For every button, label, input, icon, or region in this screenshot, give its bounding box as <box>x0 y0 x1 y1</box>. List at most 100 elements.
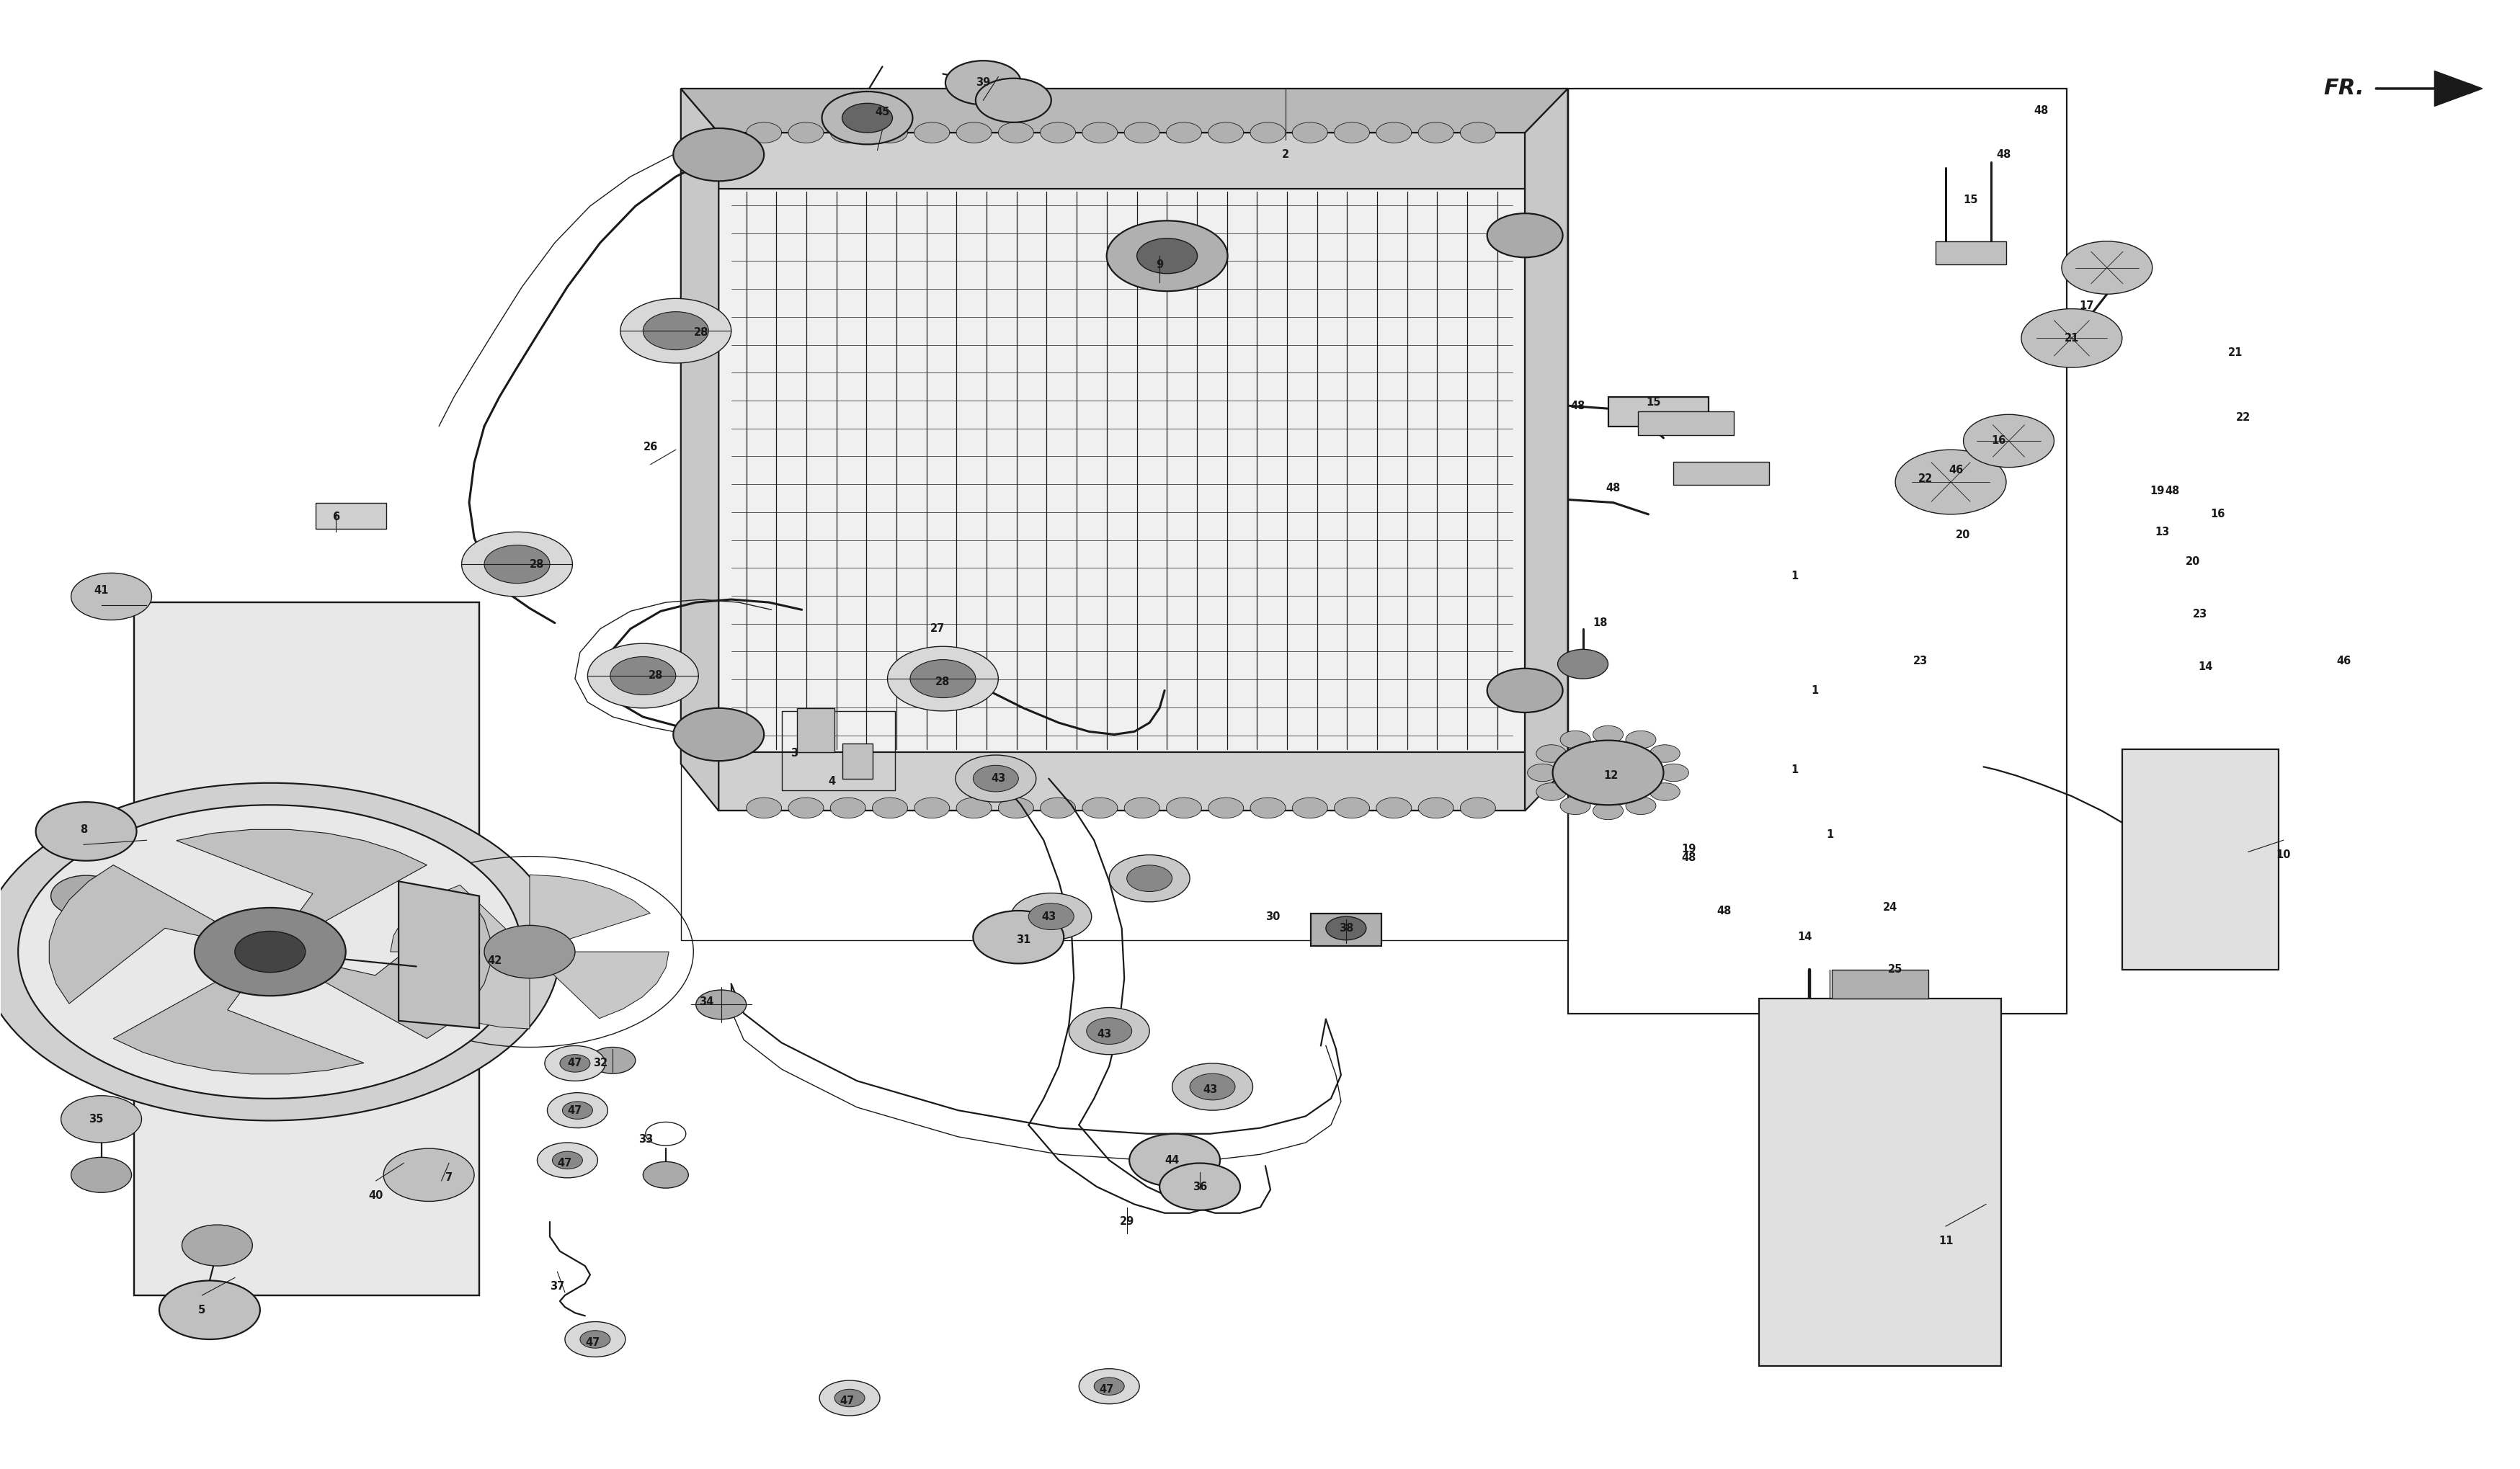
Text: 43: 43 <box>1202 1084 1217 1096</box>
Circle shape <box>1333 798 1368 818</box>
Circle shape <box>915 798 950 818</box>
Circle shape <box>915 122 950 142</box>
Circle shape <box>1207 122 1242 142</box>
Text: 39: 39 <box>975 78 990 88</box>
Text: 40: 40 <box>368 1190 383 1200</box>
Text: 16: 16 <box>2210 508 2225 520</box>
Circle shape <box>484 545 549 583</box>
Text: 3: 3 <box>791 748 799 759</box>
Text: 8: 8 <box>81 824 88 836</box>
Text: 43: 43 <box>1041 911 1056 923</box>
Polygon shape <box>398 881 479 1028</box>
Circle shape <box>1487 668 1562 712</box>
Circle shape <box>1625 796 1656 814</box>
Text: 46: 46 <box>1948 464 1963 476</box>
Text: 1: 1 <box>1789 764 1797 776</box>
Circle shape <box>1326 917 1366 940</box>
Bar <box>315 502 386 529</box>
Polygon shape <box>718 132 1525 188</box>
Polygon shape <box>176 830 426 952</box>
Text: 33: 33 <box>638 1134 653 1144</box>
Circle shape <box>1293 798 1328 818</box>
Circle shape <box>552 1152 582 1169</box>
Circle shape <box>383 1149 474 1202</box>
Circle shape <box>1167 798 1202 818</box>
Circle shape <box>1081 122 1116 142</box>
Text: 17: 17 <box>2079 301 2094 311</box>
Circle shape <box>834 1390 864 1407</box>
Circle shape <box>1459 798 1494 818</box>
Circle shape <box>620 298 731 363</box>
Circle shape <box>1124 122 1159 142</box>
Polygon shape <box>270 900 491 1039</box>
Text: 14: 14 <box>1797 931 1812 943</box>
Polygon shape <box>718 132 1525 811</box>
Text: 14: 14 <box>2197 661 2213 673</box>
Circle shape <box>537 1143 597 1178</box>
Text: 5: 5 <box>199 1304 207 1315</box>
Circle shape <box>2021 308 2122 367</box>
Circle shape <box>1172 1064 1252 1111</box>
Text: 7: 7 <box>446 1172 454 1183</box>
Text: 11: 11 <box>1938 1235 1953 1246</box>
Circle shape <box>2061 241 2152 294</box>
Text: 42: 42 <box>486 955 501 967</box>
Circle shape <box>580 1331 610 1349</box>
Polygon shape <box>134 602 479 1296</box>
Polygon shape <box>680 88 1567 132</box>
Text: 48: 48 <box>1996 150 2011 160</box>
Circle shape <box>564 1322 625 1357</box>
Circle shape <box>822 91 912 144</box>
Circle shape <box>789 122 824 142</box>
Text: 19: 19 <box>2150 485 2165 497</box>
Circle shape <box>955 122 990 142</box>
Circle shape <box>673 128 764 181</box>
Bar <box>842 743 872 779</box>
Circle shape <box>1129 1134 1220 1187</box>
Circle shape <box>1079 1369 1139 1404</box>
Circle shape <box>945 60 1021 104</box>
Text: 6: 6 <box>333 511 340 523</box>
Text: 47: 47 <box>1099 1384 1114 1394</box>
Circle shape <box>975 78 1051 122</box>
Circle shape <box>1535 745 1565 762</box>
Circle shape <box>1648 783 1678 801</box>
Text: 4: 4 <box>829 776 837 787</box>
Polygon shape <box>113 952 363 1074</box>
Circle shape <box>1419 798 1454 818</box>
Circle shape <box>559 1055 590 1072</box>
Bar <box>796 708 834 752</box>
Text: 23: 23 <box>2192 608 2208 620</box>
Circle shape <box>643 1162 688 1188</box>
Text: FR.: FR. <box>2323 78 2364 98</box>
Text: 28: 28 <box>935 676 950 687</box>
Circle shape <box>1527 764 1557 782</box>
Circle shape <box>547 1093 607 1128</box>
Circle shape <box>1137 238 1197 273</box>
Circle shape <box>1333 122 1368 142</box>
Circle shape <box>829 798 864 818</box>
Bar <box>1638 411 1734 435</box>
Text: 10: 10 <box>2276 849 2291 861</box>
Text: 20: 20 <box>1956 529 1971 541</box>
Circle shape <box>1124 798 1159 818</box>
Text: 15: 15 <box>1963 195 1978 206</box>
Polygon shape <box>529 952 668 1018</box>
Text: 38: 38 <box>1338 923 1353 934</box>
Bar <box>1935 241 2006 264</box>
Text: 47: 47 <box>585 1337 600 1347</box>
Text: 32: 32 <box>592 1058 607 1069</box>
Circle shape <box>461 532 572 596</box>
Circle shape <box>0 783 559 1121</box>
Circle shape <box>18 805 522 1099</box>
Polygon shape <box>680 88 718 811</box>
Text: 23: 23 <box>1913 655 1928 667</box>
Circle shape <box>1094 1378 1124 1396</box>
Circle shape <box>1658 764 1688 782</box>
Circle shape <box>1250 798 1285 818</box>
Circle shape <box>842 103 892 132</box>
Circle shape <box>1081 798 1116 818</box>
Text: 2: 2 <box>1283 150 1288 160</box>
Circle shape <box>1167 122 1202 142</box>
Text: 48: 48 <box>1570 400 1585 411</box>
